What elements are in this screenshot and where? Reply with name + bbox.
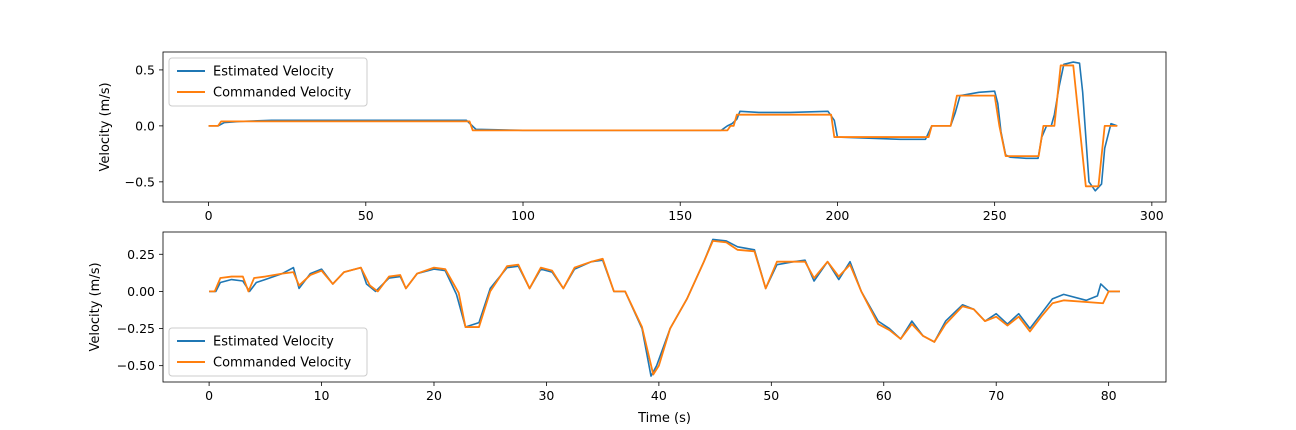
y-tick-label: −0.50 <box>117 358 155 373</box>
y-axis-label-top: Velocity (m/s) <box>98 82 113 171</box>
series-line-commanded <box>208 64 1118 188</box>
x-tick-label: 0 <box>205 388 213 403</box>
legend-label-estimated-top: Estimated Velocity <box>213 65 334 80</box>
x-tick-label: 50 <box>358 208 374 223</box>
legend-label-commanded-bottom: Commanded Velocity <box>213 356 352 371</box>
x-tick-label: 150 <box>668 208 692 223</box>
y-tick-label: 0.25 <box>127 247 155 262</box>
x-tick-label: 300 <box>1140 208 1164 223</box>
subplot-top: 0 50 100 150 200 250 300 −0.5 0.0 0.5 Velocity (… <box>98 51 1167 223</box>
x-tick-label: 100 <box>511 208 535 223</box>
x-tick-label: 250 <box>983 208 1007 223</box>
x-tick-label: 30 <box>538 388 554 403</box>
x-axis-label-bottom: Time (s) <box>637 411 691 426</box>
legend-label-estimated-bottom: Estimated Velocity <box>213 335 334 350</box>
series-line-commanded <box>209 240 1120 376</box>
x-tick-label: 80 <box>1101 388 1117 403</box>
x-tick-label: 60 <box>876 388 892 403</box>
x-tick-label: 0 <box>205 208 213 223</box>
x-ticks-top: 0 50 100 150 200 250 300 <box>205 202 1164 223</box>
y-ticks-top: −0.5 0.0 0.5 <box>125 62 163 189</box>
legend-label-commanded-top: Commanded Velocity <box>213 86 352 101</box>
y-axis-label-bottom: Velocity (m/s) <box>88 262 103 351</box>
x-tick-label: 20 <box>426 388 442 403</box>
x-tick-label: 50 <box>763 388 779 403</box>
legend-bottom: Estimated Velocity Commanded Velocity <box>168 327 368 377</box>
y-ticks-bottom: −0.50 −0.25 0.00 0.25 <box>117 247 163 373</box>
axes-frame-bottom <box>162 231 1167 383</box>
y-tick-label: 0.00 <box>127 284 155 299</box>
x-tick-label: 40 <box>651 388 667 403</box>
y-tick-label: −0.25 <box>117 321 155 336</box>
series-group-bottom <box>209 238 1120 377</box>
y-tick-label: 0.0 <box>135 118 155 133</box>
axes-frame-top <box>162 51 1167 203</box>
x-ticks-bottom: 0 10 20 30 40 50 60 70 80 <box>205 382 1117 403</box>
legend-box-bottom <box>168 327 368 377</box>
legend-box-top <box>168 57 368 107</box>
y-tick-label: 0.5 <box>135 62 155 77</box>
y-tick-label: −0.5 <box>125 174 155 189</box>
x-tick-label: 200 <box>826 208 850 223</box>
series-group-top <box>208 61 1118 192</box>
x-tick-label: 70 <box>988 388 1004 403</box>
legend-top: Estimated Velocity Commanded Velocity <box>168 57 368 107</box>
x-tick-label: 10 <box>314 388 330 403</box>
subplot-bottom: 0 10 20 30 40 50 60 70 80 −0.50 −0.25 0.00 0.25 Vel… <box>88 231 1167 426</box>
